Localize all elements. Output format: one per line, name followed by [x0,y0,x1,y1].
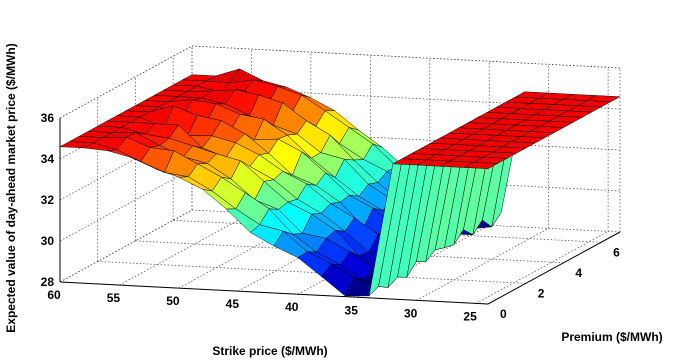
z-tick-label: 28 [41,275,55,289]
z-tick-label: 32 [41,193,55,207]
gridline-floor-y [97,261,526,284]
gridline-left-z [59,168,193,242]
y-tick-label: 2 [538,286,545,300]
gridline-floor-x [416,228,549,301]
gridline-floor-x [59,209,193,283]
y-axis-label: Premium ($/MWh) [561,330,662,344]
box-edge [191,45,621,69]
x-tick-label: 35 [345,303,359,317]
x-tick-label: 25 [463,309,477,323]
gridline-left-z [59,127,193,201]
surface-cell [463,162,498,169]
x-axis-line [59,281,489,305]
z-tick-label: 34 [41,152,55,166]
gridline-floor-x [178,215,312,289]
gridline-floor-x [119,212,252,286]
x-axis-label: Strike price ($/MWh) [212,344,327,358]
surface-layer [59,68,621,297]
z-tick-label: 30 [41,234,55,248]
z-tick-label: 36 [41,111,55,125]
x-tick-label: 50 [166,294,180,308]
gridline-floor-x [297,221,430,295]
y-tick-label: 4 [575,266,582,280]
gridline-floor-x [238,218,371,292]
z-axis-label: Expected value of day-ahead market price… [4,43,18,332]
y-axis-line [487,231,621,305]
y-tick-label: 0 [500,307,507,321]
tick-layer: 60 55 50 45 40 35 30 25 0 2 4 6 28 30 32 34 36 [41,111,621,323]
x-tick-label: 60 [47,288,61,302]
y-tick-label: 6 [613,245,620,259]
x-tick-label: 40 [285,300,299,314]
x-tick-label: 30 [404,306,418,320]
gridline-floor-x [475,231,609,304]
gridline-left-z [59,209,193,283]
x-tick-label: 55 [107,291,121,305]
box-edge [59,45,193,119]
x-tick-label: 45 [226,297,240,311]
